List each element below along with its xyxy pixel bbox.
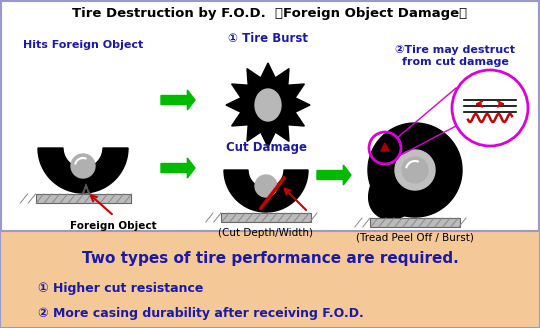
Text: Tire Destruction by F.O.D.  （Foreign Object Damage）: Tire Destruction by F.O.D. （Foreign Obje…: [72, 7, 468, 19]
Polygon shape: [381, 143, 389, 151]
Text: Hits Foreign Object: Hits Foreign Object: [23, 40, 143, 50]
Polygon shape: [161, 90, 195, 110]
Text: Foreign Object: Foreign Object: [70, 221, 156, 231]
Text: Cut Damage: Cut Damage: [226, 141, 307, 154]
Polygon shape: [226, 63, 310, 147]
Circle shape: [71, 154, 95, 178]
Polygon shape: [224, 170, 308, 212]
Bar: [36, 194, 131, 203]
Bar: [221, 213, 311, 222]
Circle shape: [452, 70, 528, 146]
Text: ②Tire may destruct
from cut damage: ②Tire may destruct from cut damage: [395, 45, 515, 67]
Text: ① Tire Burst: ① Tire Burst: [228, 31, 308, 45]
Ellipse shape: [255, 89, 281, 121]
Text: ① Higher cut resistance: ① Higher cut resistance: [38, 282, 204, 295]
Circle shape: [402, 157, 428, 183]
Text: ② More casing durability after receiving F.O.D.: ② More casing durability after receiving…: [38, 307, 364, 320]
Polygon shape: [161, 158, 195, 178]
Text: (Tread Peel Off / Burst): (Tread Peel Off / Burst): [356, 233, 474, 243]
Bar: [1, 231, 539, 327]
Bar: [370, 218, 460, 227]
Polygon shape: [317, 165, 351, 185]
Text: Two types of tire performance are required.: Two types of tire performance are requir…: [82, 251, 458, 266]
Polygon shape: [82, 184, 90, 194]
Polygon shape: [368, 123, 462, 219]
Text: (Cut Depth/Width): (Cut Depth/Width): [219, 228, 314, 238]
Polygon shape: [395, 150, 435, 190]
Polygon shape: [38, 148, 128, 193]
Circle shape: [255, 175, 277, 197]
